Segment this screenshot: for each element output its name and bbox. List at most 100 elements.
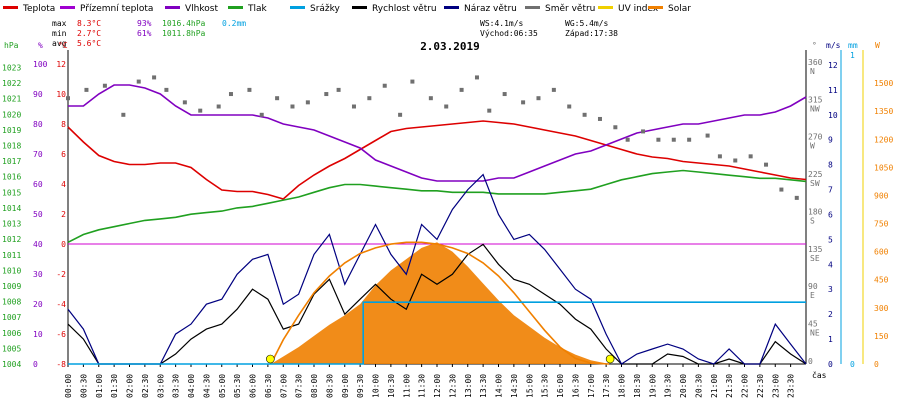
series-line-rychlost-v-tru-4 — [67, 243, 807, 365]
ytick-humidity-2: 80 — [33, 120, 43, 129]
xtick-label-25: 12:30 — [448, 374, 457, 398]
ytick-pressure-15: 1008 — [2, 298, 21, 307]
ytick-pressure-1: 1022 — [2, 79, 21, 88]
ytick-solar-5: 750 — [874, 220, 889, 229]
ytick-wind-12: 0 — [828, 360, 833, 369]
ytick-dir-0: 360 — [808, 58, 823, 67]
ytick-dir-1: 315 — [808, 95, 823, 104]
stat-max-label: max — [52, 19, 67, 28]
ytick-wind-2: 10 — [828, 111, 838, 120]
ytick-pressure-5: 1018 — [2, 142, 21, 151]
ytick-dir-4: 180 — [808, 207, 823, 216]
ytick-wind-4: 8 — [828, 161, 833, 170]
xtick-label-22: 11:00 — [402, 374, 411, 398]
legend-label-6: Náraz větru — [464, 4, 517, 14]
wind-dir-point-22 — [410, 79, 415, 84]
xtick-label-36: 18:00 — [618, 374, 627, 398]
xtick-label-23: 11:30 — [418, 374, 427, 398]
xtick-label-33: 16:30 — [571, 374, 580, 398]
xtick-label-27: 13:30 — [479, 374, 488, 398]
wind-dir-point-40 — [687, 137, 692, 142]
stat-avg-temp: 5.6°C — [77, 39, 101, 48]
wind-dir-point-11 — [247, 87, 252, 92]
ytick-humidity-10: 0 — [33, 360, 38, 369]
series-solar-area — [270, 242, 610, 364]
series-line-tlak-2 — [67, 169, 807, 244]
x-axis-label: čas — [812, 370, 827, 380]
wind-dir-point-24 — [444, 104, 449, 109]
legend-label-7: Směr větru — [545, 4, 595, 14]
ytick-solar-8: 300 — [874, 304, 889, 313]
wind-dir-point-1 — [84, 87, 89, 92]
sunrise-marker — [266, 354, 275, 364]
legend-swatch-5 — [352, 6, 367, 9]
ytick-dir-name-4: S — [810, 216, 815, 225]
ytick-humidity-9: 10 — [33, 330, 43, 339]
xtick-label-46: 23:00 — [771, 374, 780, 398]
ytick-temp-2: 8 — [61, 120, 66, 129]
ytick-pressure-6: 1017 — [2, 157, 21, 166]
ytick-humidity-8: 20 — [33, 300, 43, 309]
xtick-label-30: 15:00 — [525, 374, 534, 398]
wind-dir-point-33 — [582, 112, 587, 117]
ytick-dir-6: 90 — [808, 282, 818, 291]
ytick-humidity-7: 30 — [33, 270, 43, 279]
xtick-label-9: 04:30 — [202, 374, 211, 398]
wind-dir-point-27 — [487, 108, 492, 113]
series-line-solar-max-7 — [270, 241, 610, 365]
ytick-wind-6: 6 — [828, 210, 833, 219]
ytick-wind-5: 7 — [828, 186, 833, 195]
ytick-dir-name-3: SW — [810, 179, 820, 188]
wind-dir-point-7 — [182, 100, 187, 105]
wind-dir-point-13 — [275, 96, 280, 101]
xtick-label-14: 07:00 — [279, 374, 288, 398]
wind-dir-point-21 — [398, 112, 403, 117]
ytick-rain-0: 1 — [850, 51, 855, 60]
wind-dir-point-0 — [66, 96, 70, 101]
ytick-dir-name-0: N — [810, 67, 815, 76]
wind-dir-point-2 — [102, 83, 107, 88]
ytick-pressure-19: 1004 — [2, 360, 21, 369]
ytick-wind-9: 3 — [828, 285, 833, 294]
xtick-label-39: 19:30 — [664, 374, 673, 398]
ytick-dir-name-2: W — [810, 142, 815, 151]
xtick-label-26: 13:00 — [464, 374, 473, 398]
wind-dir-point-43 — [733, 158, 738, 163]
legend-swatch-1 — [60, 6, 75, 9]
wind-dir-point-31 — [551, 87, 556, 92]
xtick-label-20: 10:00 — [372, 374, 381, 398]
ytick-dir-name-7: NE — [810, 329, 820, 338]
ytick-humidity-5: 50 — [33, 210, 43, 219]
xtick-label-17: 08:30 — [325, 374, 334, 398]
xtick-label-45: 22:30 — [756, 374, 765, 398]
ytick-solar-1: 1350 — [874, 107, 893, 116]
wind-dir-point-38 — [656, 137, 661, 142]
ytick-solar-9: 150 — [874, 332, 889, 341]
wind-dir-point-14 — [290, 104, 295, 109]
chart-title: 2.03.2019 — [420, 40, 480, 53]
wind-dir-point-46 — [779, 187, 784, 192]
wind-gust-info: WG:5.4m/s — [565, 19, 609, 28]
xtick-label-18: 09:00 — [341, 374, 350, 398]
xtick-label-42: 21:00 — [710, 374, 719, 398]
legend-label-4: Srážky — [310, 4, 341, 14]
ytick-pressure-12: 1011 — [2, 251, 21, 260]
ytick-temp-7: -2 — [56, 270, 66, 279]
legend-swatch-6 — [444, 6, 459, 9]
wind-dir-point-42 — [717, 154, 722, 159]
xtick-label-24: 12:00 — [433, 374, 442, 398]
xtick-label-0: 00:00 — [64, 374, 73, 398]
ytick-humidity-3: 70 — [33, 150, 43, 159]
ytick-temp-6: 0 — [61, 240, 66, 249]
wind-dir-point-41 — [705, 133, 710, 138]
xtick-label-32: 16:00 — [556, 374, 565, 398]
xtick-label-10: 05:00 — [218, 374, 227, 398]
ytick-temp-5: 2 — [61, 210, 66, 219]
legend-swatch-7 — [525, 6, 540, 9]
wind-dir-point-28 — [502, 92, 507, 97]
ytick-dir-8: 0 — [808, 357, 813, 366]
wind-dir-point-16 — [324, 92, 329, 97]
ytick-humidity-1: 90 — [33, 90, 43, 99]
series-line-vlhkost-1 — [68, 84, 807, 182]
xtick-label-31: 15:30 — [541, 374, 550, 398]
